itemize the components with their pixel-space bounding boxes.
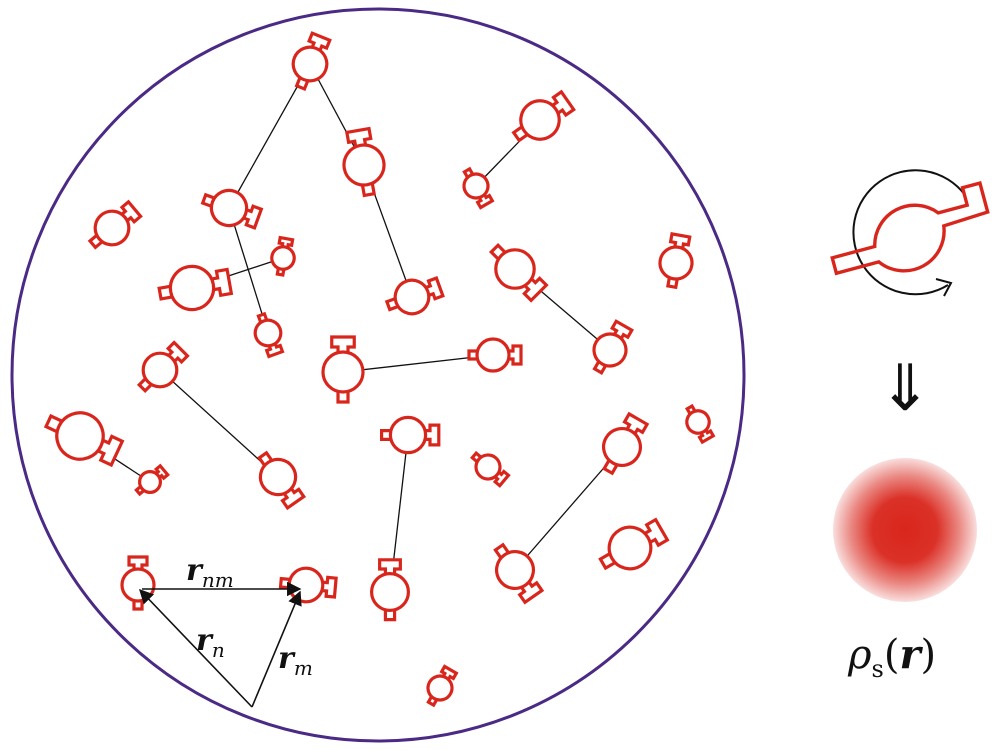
molecule [342,126,386,198]
molecule [658,232,694,290]
molecule [321,335,365,404]
molecule [426,664,459,708]
molecules-group [43,31,716,708]
molecule [253,311,285,359]
rotation-arrow-icon [852,169,966,296]
molecule [684,403,716,445]
rotation-arrow-head [935,278,953,297]
molecule [592,319,634,375]
molecule [157,264,234,312]
molecule [87,199,143,250]
molecule [602,411,650,476]
label-r-nm: rnm [186,553,234,592]
label-r-n: rn [196,623,225,662]
molecule [488,242,549,303]
molecule [120,555,156,611]
molecule [511,89,576,143]
implies-arrow: ⇓ [878,352,932,426]
molecule [136,340,190,394]
vector-r-m [251,590,302,708]
molecule [278,566,338,604]
molecule [134,463,170,497]
label-density: ρs(r) [847,631,936,683]
container-boundary [10,7,746,743]
molecule-shape [830,180,990,276]
molecule [291,31,332,92]
molecule-outline [830,180,990,276]
molecule-icon [830,180,990,276]
molecule [257,450,307,511]
molecule [467,337,523,373]
molecule [470,450,511,488]
position-vectors [139,581,302,708]
bond-line [228,63,311,209]
density-blob-icon [833,458,977,602]
rotating-molecule [830,169,990,297]
molecule [493,542,545,605]
molecule [270,235,296,277]
molecule [200,188,264,230]
molecule [384,276,445,316]
molecule [462,166,495,210]
vector-r-n [139,588,253,708]
bond-line [228,207,269,334]
molecule [43,411,125,468]
molecule [379,415,441,455]
label-r-m: rm [278,641,313,680]
molecule [370,558,410,622]
molecule [598,517,670,571]
